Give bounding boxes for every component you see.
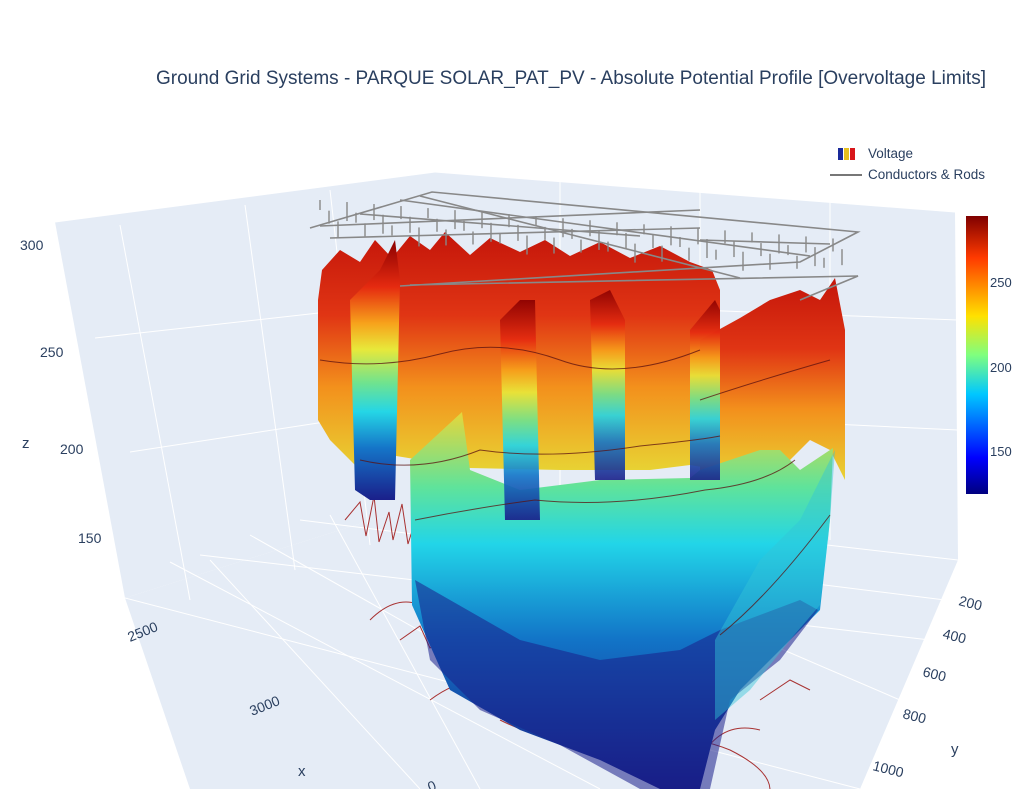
- grid-line: [434, 171, 956, 213]
- grid-line: [54, 171, 436, 223]
- grid-line: [209, 559, 421, 789]
- grid-line: [329, 514, 481, 789]
- conductors-rods[interactable]: [309, 191, 861, 301]
- grid-line: [119, 224, 191, 601]
- legend-item-voltage[interactable]: Voltage: [830, 143, 985, 164]
- legend: Voltage Conductors & Rods: [830, 143, 985, 185]
- y-tick-label: 200: [957, 592, 984, 613]
- y-tick-label: 600: [921, 663, 948, 684]
- voltage-surface[interactable]: [318, 232, 845, 789]
- colorbar-tick-label: 250: [990, 275, 1012, 291]
- z-tick-label: 300: [20, 237, 44, 253]
- z-tick-label: 200: [60, 441, 84, 457]
- legend-item-conductors[interactable]: Conductors & Rods: [830, 164, 985, 185]
- y-tick-label: 800: [901, 705, 928, 726]
- z-tick-label: 250: [40, 344, 64, 360]
- y-tick-label: 1000: [871, 757, 905, 780]
- colorbar: [966, 216, 988, 494]
- legend-label: Voltage: [868, 146, 914, 161]
- grid-line: [244, 204, 296, 571]
- surface-swatch-icon: [830, 147, 862, 161]
- line-swatch-icon: [830, 168, 862, 182]
- colorbar-tick-label: 200: [990, 359, 1012, 375]
- z-tick-label: 150: [78, 530, 102, 546]
- colorbar-tick-label: 150: [990, 443, 1012, 459]
- legend-label: Conductors & Rods: [868, 167, 986, 182]
- axis-labels: 300 250 200 150 z 2500 3000 0 x 200 400 …: [20, 237, 984, 789]
- chart-title: Ground Grid Systems - PARQUE SOLAR_PAT_P…: [156, 68, 986, 89]
- z-axis-title: z: [22, 435, 30, 452]
- x-axis-title: x: [298, 763, 306, 780]
- y-tick-label: 400: [941, 625, 968, 646]
- grid-line: [169, 561, 601, 789]
- y-axis-title: y: [951, 741, 959, 758]
